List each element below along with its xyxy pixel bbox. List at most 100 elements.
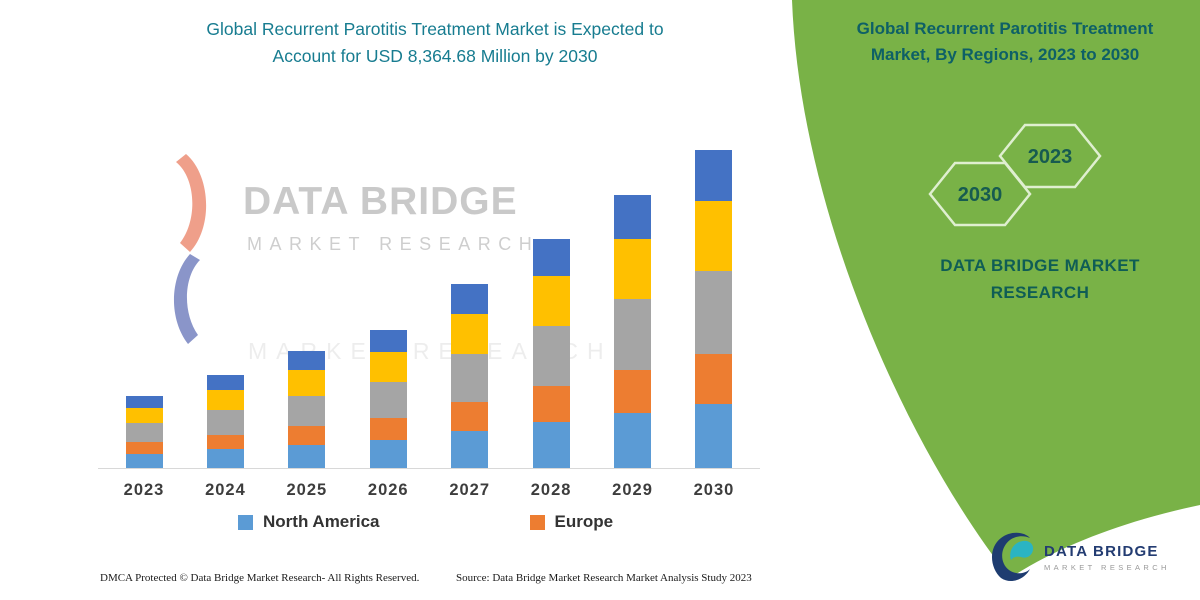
data-bridge-logo-text: DATA BRIDGE MARKET RESEARCH xyxy=(1044,543,1170,572)
legend-swatch-europe xyxy=(529,514,545,530)
bar-segment xyxy=(288,351,326,370)
legend-label-north-america: North America xyxy=(263,512,380,531)
year-hexagons: 2030 2023 xyxy=(928,123,1102,227)
logo-name: DATA BRIDGE xyxy=(1044,542,1159,560)
bar-slot xyxy=(193,374,257,468)
bar-segment xyxy=(206,410,244,435)
bar-segment xyxy=(451,431,489,468)
bar-segment xyxy=(695,404,733,468)
x-axis-label: 2030 xyxy=(693,481,735,499)
bar-segment xyxy=(532,326,570,386)
bar-slot xyxy=(438,284,502,468)
bar-segment xyxy=(532,422,570,468)
chart-x-labels: 2023 2024 2025 2026 2027 2028 2029 2030 xyxy=(98,481,760,500)
x-axis-label: 2025 xyxy=(286,481,328,499)
watermark-logo-icon xyxy=(173,154,207,344)
stacked-bar-2029 xyxy=(614,195,652,468)
right-panel-title: Global Recurrent Parotitis Treatment Mar… xyxy=(830,16,1180,68)
bar-segment xyxy=(369,382,407,419)
brand-line1: DATA BRIDGE MARKET xyxy=(940,256,1140,275)
chart-title: Global Recurrent Parotitis Treatment Mar… xyxy=(130,16,740,70)
green-panel-path xyxy=(792,0,1200,578)
bar-segment xyxy=(614,195,652,239)
bar-segment xyxy=(206,449,244,468)
bar-slot xyxy=(112,396,176,468)
bar-segment xyxy=(532,275,570,327)
bar-segment xyxy=(614,369,652,414)
bar-segment xyxy=(695,149,733,201)
watermark-subtitle: MARKET RESEARCH xyxy=(247,234,540,254)
chart-legend: North America Europe xyxy=(100,512,760,532)
brand-line2: RESEARCH xyxy=(990,283,1090,302)
hexagon-2023-year: 2023 xyxy=(1028,146,1073,168)
stacked-bar-2030 xyxy=(695,149,733,468)
stacked-bar-chart: 2023 2024 2025 2026 2027 2028 2029 2030 xyxy=(98,146,760,500)
bar-segment xyxy=(288,444,326,468)
hexagon-2030-year: 2030 xyxy=(958,184,1003,206)
stacked-bar-2025 xyxy=(288,351,326,468)
bar-segment xyxy=(125,442,163,454)
legend-item-europe: Europe xyxy=(529,512,614,532)
bar-segment xyxy=(614,238,652,299)
footer-source-text: Source: Data Bridge Market Research Mark… xyxy=(456,572,752,584)
bar-segment xyxy=(288,369,326,396)
legend-label-europe: Europe xyxy=(554,512,614,531)
footer: DMCA Protected © Data Bridge Market Rese… xyxy=(100,572,820,584)
bar-segment xyxy=(451,354,489,402)
chart-title-line1: Global Recurrent Parotitis Treatment Mar… xyxy=(206,19,664,39)
watermark-title: DATA BRIDGE xyxy=(243,180,518,223)
bar-segment xyxy=(125,407,163,424)
bar-slot xyxy=(682,149,746,468)
bar-segment xyxy=(695,353,733,405)
bar-segment xyxy=(125,423,163,443)
x-axis-label: 2027 xyxy=(449,481,491,499)
bar-segment xyxy=(288,425,326,445)
chart-title-line2: Account for USD 8,364.68 Million by 2030 xyxy=(272,46,598,66)
bar-slot xyxy=(519,239,583,468)
legend-item-north-america: North America xyxy=(238,512,380,532)
bar-segment xyxy=(695,200,733,271)
bar-segment xyxy=(451,313,489,355)
bar-segment xyxy=(206,389,244,411)
x-axis-label: 2024 xyxy=(205,481,246,499)
legend-swatch-north-america xyxy=(238,514,253,530)
bar-slot xyxy=(275,351,339,468)
x-axis-label: 2028 xyxy=(530,481,572,499)
right-title-line1: Global Recurrent Parotitis Treatment xyxy=(856,19,1154,38)
stacked-bar-2028 xyxy=(532,239,570,468)
bar-segment xyxy=(614,413,652,468)
chart-plot xyxy=(98,146,760,469)
stacked-bar-2027 xyxy=(451,284,489,468)
bar-segment xyxy=(532,385,570,423)
bar-segment xyxy=(125,396,163,408)
x-axis-label: 2023 xyxy=(123,481,165,499)
bar-segment xyxy=(695,270,733,354)
logo-tagline: MARKET RESEARCH xyxy=(1044,562,1170,572)
bar-segment xyxy=(451,401,489,432)
stacked-bar-2026 xyxy=(369,330,407,468)
bar-slot xyxy=(601,195,665,468)
bar-segment xyxy=(532,239,570,276)
bar-segment xyxy=(451,284,489,314)
right-panel-brand: DATA BRIDGE MARKET RESEARCH xyxy=(880,252,1200,306)
bar-segment xyxy=(369,352,407,383)
bar-segment xyxy=(369,418,407,441)
stacked-bar-2024 xyxy=(206,374,244,468)
bar-segment xyxy=(206,374,244,390)
bar-segment xyxy=(125,453,163,468)
hexagon-2030 xyxy=(928,161,1032,227)
bar-segment xyxy=(206,434,244,450)
bar-segment xyxy=(369,440,407,468)
bar-segment xyxy=(288,395,326,426)
bar-slot xyxy=(356,330,420,468)
bar-segment xyxy=(369,330,407,353)
bar-segment xyxy=(614,298,652,370)
data-bridge-logo-icon xyxy=(991,532,1034,582)
x-axis-label: 2029 xyxy=(612,481,653,499)
hexagon-2023 xyxy=(998,123,1102,189)
x-axis-label: 2026 xyxy=(367,481,409,499)
footer-dmca-text: DMCA Protected © Data Bridge Market Rese… xyxy=(100,572,420,584)
right-title-line2: Market, By Regions, 2023 to 2030 xyxy=(870,45,1140,64)
data-bridge-logo: DATA BRIDGE MARKET RESEARCH xyxy=(985,530,1170,584)
